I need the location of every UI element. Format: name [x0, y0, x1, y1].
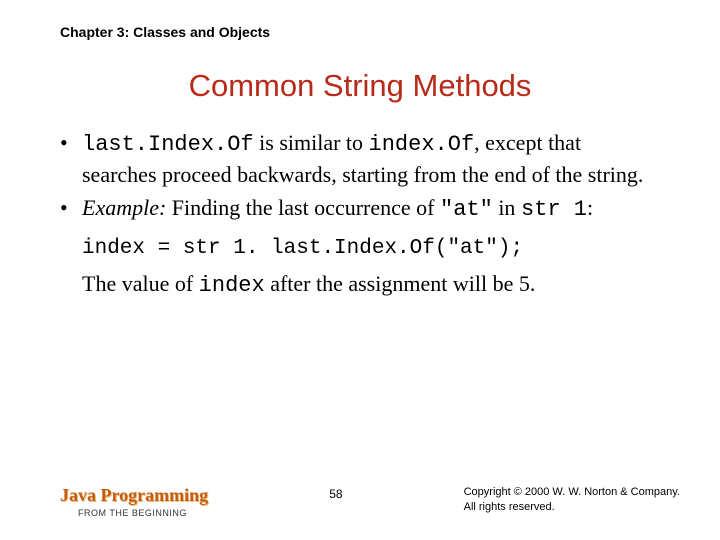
copyright: Copyright © 2000 W. W. Norton & Company.…	[464, 485, 680, 515]
emphasis: Example:	[82, 195, 166, 220]
copyright-line: All rights reserved.	[464, 500, 680, 515]
after-text: The value of index after the assignment …	[82, 269, 660, 301]
body-text: last.Index.Of is similar to index.Of, ex…	[60, 128, 660, 301]
copyright-line: Copyright © 2000 W. W. Norton & Company.	[464, 485, 680, 500]
text-run: in	[493, 195, 521, 220]
code-inline: last.Index.Of	[82, 132, 254, 157]
code-inline: str 1	[521, 197, 587, 222]
page-number: 58	[329, 485, 342, 501]
code-inline: "at"	[440, 197, 493, 222]
text-run: is similar to	[254, 130, 369, 155]
code-inline: index.Of	[369, 132, 475, 157]
code-inline: index	[199, 273, 265, 298]
text-run: The value of	[82, 271, 199, 296]
brand-title: Java Programming	[60, 485, 208, 506]
text-run: after the assignment will be 5.	[265, 271, 536, 296]
footer: Java Programming FROM THE BEGINNING 58 C…	[60, 485, 680, 518]
slide: Chapter 3: Classes and Objects Common St…	[0, 0, 720, 540]
brand-subtitle: FROM THE BEGINNING	[78, 508, 208, 518]
text-run: :	[587, 195, 593, 220]
text-run: Finding the last occurrence of	[166, 195, 440, 220]
bullet-item: last.Index.Of is similar to index.Of, ex…	[60, 128, 660, 189]
bullet-item: Example: Finding the last occurrence of …	[60, 193, 660, 225]
code-line: index = str 1. last.Index.Of("at");	[82, 235, 660, 263]
chapter-label: Chapter 3: Classes and Objects	[60, 24, 660, 40]
brand-block: Java Programming FROM THE BEGINNING	[60, 485, 208, 518]
bullet-list: last.Index.Of is similar to index.Of, ex…	[60, 128, 660, 225]
slide-title: Common String Methods	[60, 68, 660, 104]
